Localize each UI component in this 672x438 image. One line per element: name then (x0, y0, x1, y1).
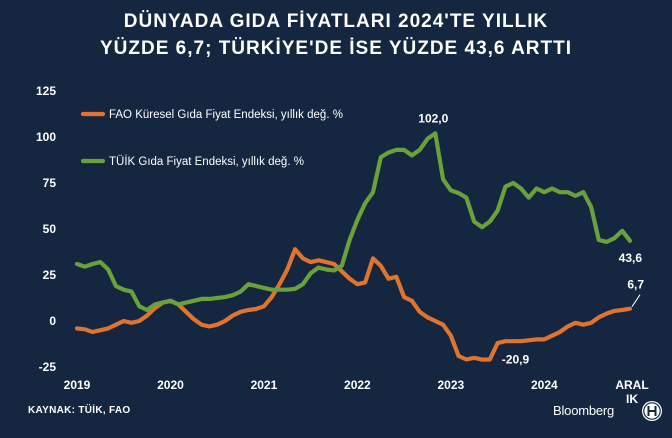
y-tick-label: 50 (43, 222, 57, 236)
bloomberg-logo-text: Bloomberg (553, 403, 615, 418)
annotation-label: 102,0 (418, 111, 448, 125)
y-tick-label: 100 (36, 130, 56, 144)
annotation-leader (631, 294, 641, 307)
title-line-1: DÜNYADA GIDA FİYATLARI 2024'TE YILLIK (123, 11, 549, 32)
annotation-label: 43,6 (619, 251, 643, 265)
y-tick-label: 0 (49, 314, 56, 328)
tuik-series-line (74, 131, 633, 313)
y-axis: -25 0 25 50 75 100 125 (36, 84, 56, 374)
y-tick-label: 75 (43, 176, 57, 190)
legend-label: TÜİK Gıda Fiyat Endeksi, yıllık değ. % (109, 155, 304, 168)
annotations: 102,0 -20,9 43,6 6,7 (418, 111, 644, 366)
legend-label: FAO Küresel Gıda Fiyat Endeksi, yıllık d… (109, 109, 343, 121)
x-tick-label: 2021 (251, 378, 278, 392)
legend: FAO Küresel Gıda Fiyat Endeksi, yıllık d… (80, 109, 343, 168)
x-tick-label: 2023 (438, 378, 465, 392)
x-axis: 2019 2020 2021 2022 2023 2024 ARAL IK (64, 378, 649, 406)
annotation-label: -20,9 (502, 352, 530, 366)
chart-title: DÜNYADA GIDA FİYATLARI 2024'TE YILLIK YÜ… (0, 8, 672, 62)
x-tick-label: 2019 (64, 378, 91, 392)
x-tick-label: 2024 (531, 378, 558, 392)
ht-emblem-icon (642, 401, 662, 421)
title-line-2: YÜZDE 6,7; TÜRKİYE'DE İSE YÜZDE 43,6 ART… (100, 38, 572, 59)
source-note: KAYNAK: TÜİK, FAO (28, 405, 131, 416)
y-tick-label: 25 (43, 268, 57, 282)
series-lines (74, 131, 633, 362)
x-tick-label: 2022 (344, 378, 371, 392)
y-tick-label: 125 (36, 84, 56, 98)
x-tick-label: 2020 (157, 378, 184, 392)
annotation-label: 6,7 (627, 278, 644, 292)
y-tick-label: -25 (39, 360, 57, 374)
x-tick-label: ARAL IK (615, 378, 648, 406)
